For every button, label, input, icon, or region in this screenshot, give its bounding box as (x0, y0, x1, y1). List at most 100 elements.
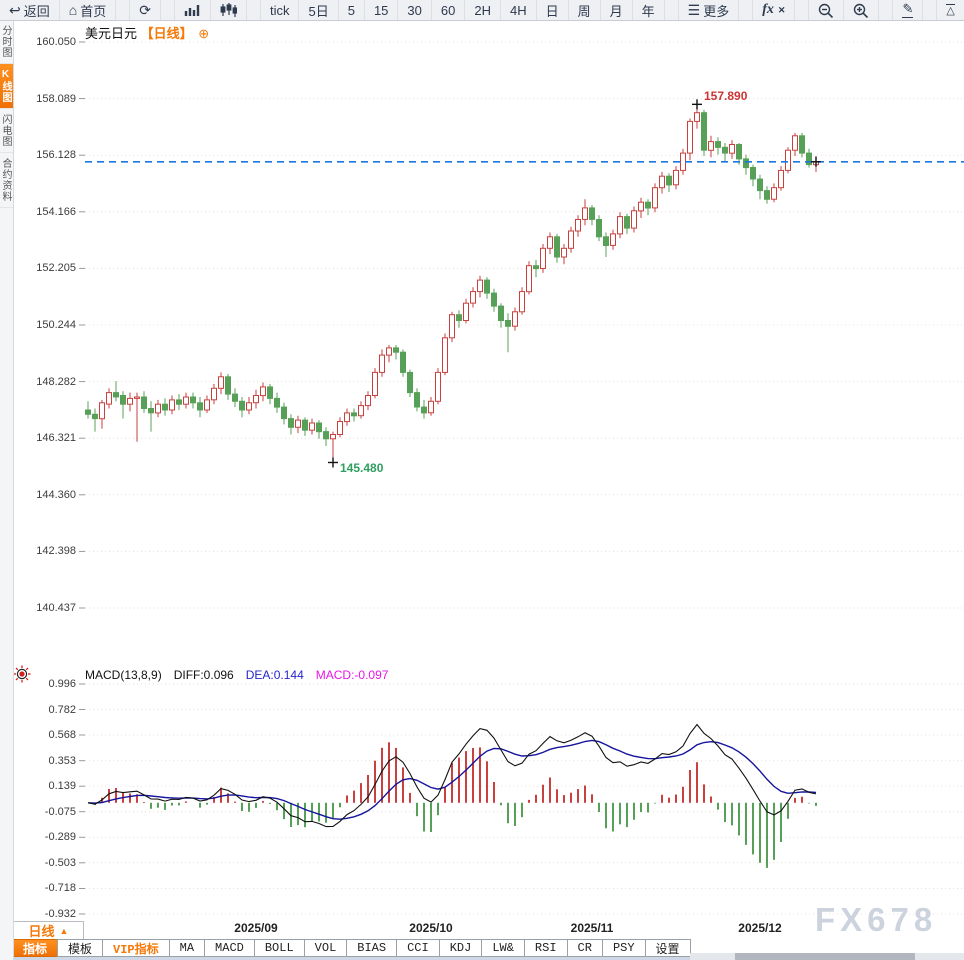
period-year-button[interactable]: 年 (631, 0, 665, 20)
price-axis-label: 158.089 (36, 92, 76, 105)
tab-ma[interactable]: MA (168, 939, 206, 957)
macd-title: MACD(13,8,9) (85, 668, 162, 682)
period-2h-button[interactable]: 2H (464, 0, 501, 20)
price-axis-label: 148.282 (36, 375, 76, 388)
toolbar-item-label: 周 (577, 3, 591, 19)
menu-icon: ☰ (687, 2, 701, 18)
toolbar-item-label: 15 (373, 2, 389, 18)
tab-cci[interactable]: CCI (396, 939, 440, 957)
tab-boll[interactable]: BOLL (253, 939, 305, 957)
tab-kdj[interactable]: KDJ (438, 939, 483, 957)
toolbar-item-label: 2H (474, 2, 491, 18)
period-30-button[interactable]: 30 (397, 0, 432, 20)
tab-psy[interactable]: PSY (601, 939, 646, 957)
add-indicator-icon[interactable]: ⊕ (198, 26, 210, 41)
tab-vip-indicators[interactable]: VIP指标 (102, 939, 170, 957)
zoom-out-button[interactable] (808, 0, 845, 20)
back-icon: ↩ (9, 2, 21, 18)
refresh-button[interactable]: ⟳ (129, 0, 161, 20)
toolbar-item-label: tick (269, 2, 290, 18)
toolbar-item-label: 5 (347, 2, 355, 18)
draw-button[interactable]: ✎ (892, 0, 924, 20)
home-button[interactable]: ⌂ 首页 (58, 0, 117, 20)
period-week-button[interactable]: 周 (567, 0, 601, 20)
period-60-button[interactable]: 60 (430, 0, 466, 20)
tab-bias[interactable]: BIAS (346, 939, 398, 957)
period-selector[interactable]: 日线 ▲ (13, 921, 84, 940)
sidebar-item-contract-info[interactable]: 合约资料 (0, 153, 13, 208)
period-month-button[interactable]: 月 (599, 0, 633, 20)
period-4h-button[interactable]: 4H (499, 0, 537, 20)
candlestick-button[interactable] (209, 0, 247, 20)
period-day-button[interactable]: 日 (535, 0, 569, 20)
toolbar-item-label: 30 (407, 2, 422, 18)
line-chart-button[interactable] (173, 0, 211, 20)
zoom-in-button[interactable] (843, 0, 880, 20)
watermark: FX678 (815, 901, 938, 938)
bottom-divider (0, 957, 964, 960)
indicator-settings-icon[interactable] (13, 665, 31, 683)
macd-axis-label: 0.782 (48, 703, 76, 716)
tab-indicators[interactable]: 指标 (12, 939, 59, 957)
toolbar-group: tick 5日 5 15 30 60 2H 4H 日 周 月 年 (259, 0, 665, 20)
home-icon: ⌂ (68, 2, 78, 18)
tab-cr[interactable]: CR (566, 939, 603, 957)
macd-diff-value: DIFF:0.096 (173, 668, 234, 682)
tab-templates[interactable]: 模板 (57, 939, 104, 957)
toolbar-group (808, 0, 880, 20)
toolbar-item-label: 更多 (703, 3, 730, 19)
horizontal-scrollbar[interactable] (690, 953, 964, 960)
scrollbar-thumb[interactable] (735, 953, 915, 960)
toolbar-item-label: 首页 (80, 3, 107, 19)
macd-axis-label: 0.353 (48, 754, 76, 767)
x-axis-label: 2025/09 (234, 921, 278, 935)
period-15-button[interactable]: 15 (363, 0, 399, 20)
price-axis-label: 154.166 (36, 205, 76, 218)
period-5-button[interactable]: 5 (337, 0, 365, 20)
macd-dea-value: DEA:0.144 (245, 668, 304, 682)
sidebar-item-lightning-chart[interactable]: 闪电图 (0, 109, 13, 153)
back-button[interactable]: ↩ 返回 (0, 0, 60, 20)
refresh-icon: ⟳ (139, 2, 151, 18)
indicator-fx-button[interactable]: fx ✕ (752, 0, 796, 20)
macd-axis-label: 0.996 (48, 677, 76, 690)
toolbar-group: ⟳ (129, 0, 161, 20)
tab-lw[interactable]: LW& (481, 939, 525, 957)
chart-title: 美元日元 【日线】 ⊕ (85, 23, 209, 42)
toolbar-group (173, 0, 247, 20)
tab-rsi[interactable]: RSI (523, 939, 568, 957)
pencil-icon: ✎ (902, 1, 914, 18)
macd-bar-value: MACD:-0.097 (315, 668, 389, 682)
price-axis-label: 142.398 (36, 545, 76, 558)
toolbar-item-label: 月 (609, 3, 623, 19)
tab-vol[interactable]: VOL (303, 939, 348, 957)
period-5d-button[interactable]: 5日 (298, 0, 339, 20)
period-selector-label: 日线 (28, 924, 55, 939)
sidebar-item-time-chart[interactable]: 分时图 (0, 20, 13, 64)
tab-settings[interactable]: 设置 (644, 939, 691, 957)
price-axis-label: 150.244 (36, 319, 76, 331)
toolbar-item-label: 年 (641, 3, 655, 19)
tab-macd[interactable]: MACD (204, 939, 255, 957)
symbol-name: 美元日元 (85, 26, 138, 41)
toolbar-item-label: 4H (509, 2, 527, 18)
fx-icon: fx (762, 2, 774, 17)
toolbar-item-label: 日 (545, 3, 559, 19)
macd-axis-label: -0.932 (44, 907, 76, 920)
sidebar-item-kline-chart[interactable]: K线图 (0, 64, 13, 109)
more-button[interactable]: ☰ 更多 (677, 0, 740, 20)
high-annotation: 157.890 (704, 89, 748, 104)
candlestick-icon (220, 3, 237, 17)
to-high-button[interactable]: △ (936, 0, 964, 20)
low-annotation: 145.480 (340, 461, 384, 476)
macd-axis-label: -0.075 (44, 805, 76, 818)
macd-axis-label: -0.503 (44, 856, 76, 869)
indicator-tabs: 指标 模板 VIP指标 MA MACD BOLL VOL BIAS CCI KDJ LW& RSI CR… (12, 939, 691, 957)
price-axis-label: 156.128 (36, 149, 76, 162)
toolbar-group: △▽ (936, 0, 964, 20)
period-tick-button[interactable]: tick (259, 0, 300, 20)
toolbar-item-label: 5日 (308, 3, 329, 19)
x-axis-label: 2025/10 (409, 921, 453, 935)
price-axis-label: 160.050 (36, 36, 76, 48)
